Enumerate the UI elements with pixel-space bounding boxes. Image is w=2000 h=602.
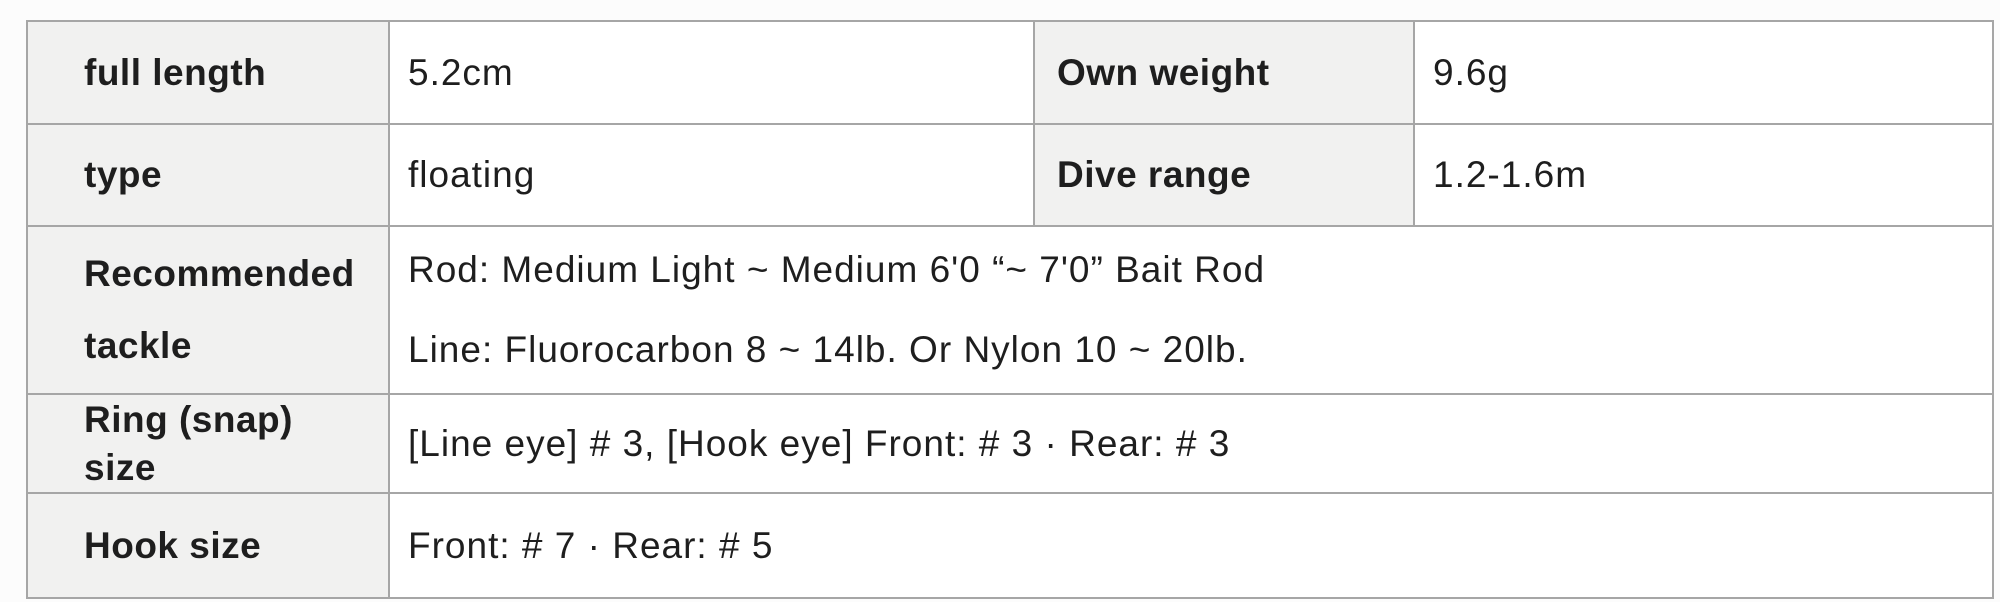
spec-label-recommended-tackle-text: Recommended tackle (84, 253, 355, 366)
table-row-recommended-tackle: Recommended tackle Rod: Medium Light ~ M… (26, 225, 1994, 395)
spec-label-dive-range: Dive range (1033, 123, 1415, 227)
table-row-ring-snap-size: Ring (snap) size [Line eye] # 3, [Hook e… (26, 393, 1994, 494)
spec-value-hook-size: Front: # 7 · Rear: # 5 (388, 492, 1994, 599)
spec-value-ring-snap-size: [Line eye] # 3, [Hook eye] Front: # 3 · … (388, 393, 1994, 494)
tackle-line-line: Line: Fluorocarbon 8 ~ 14lb. Or Nylon 10… (408, 329, 1248, 370)
spec-value-full-length: 5.2cm (388, 20, 1035, 125)
spec-value-recommended-tackle: Rod: Medium Light ~ Medium 6'0 “~ 7'0” B… (388, 225, 1994, 395)
spec-label-type: type (26, 123, 390, 227)
table-row-type: type floating Dive range 1.2-1.6m (26, 123, 1994, 227)
spec-table: full length 5.2cm Own weight 9.6g type f… (26, 20, 1994, 599)
spec-value-type: floating (388, 123, 1035, 227)
table-row-hook-size: Hook size Front: # 7 · Rear: # 5 (26, 492, 1994, 599)
spec-label-full-length: full length (26, 20, 390, 125)
spec-value-dive-range: 1.2-1.6m (1413, 123, 1994, 227)
spec-label-hook-size: Hook size (26, 492, 390, 599)
table-row-full-length: full length 5.2cm Own weight 9.6g (26, 20, 1994, 125)
spec-value-own-weight: 9.6g (1413, 20, 1994, 125)
spec-label-ring-snap-size: Ring (snap) size (26, 393, 390, 494)
spec-label-own-weight: Own weight (1033, 20, 1415, 125)
spec-label-recommended-tackle: Recommended tackle (26, 225, 390, 395)
tackle-rod-line: Rod: Medium Light ~ Medium 6'0 “~ 7'0” B… (408, 249, 1266, 290)
